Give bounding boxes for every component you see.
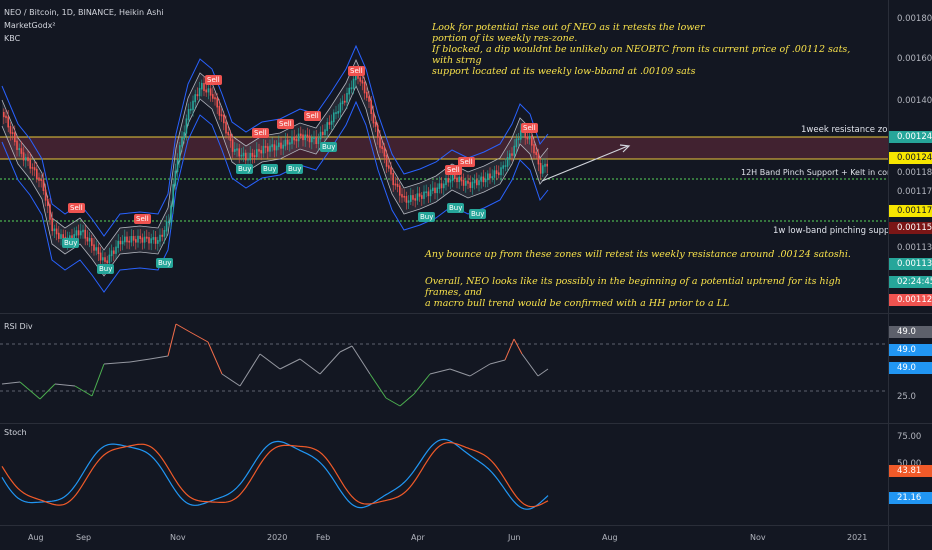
annotation-top[interactable]: Look for potential rise out of NEO as it…: [432, 22, 851, 77]
rsi-canvas[interactable]: [0, 314, 888, 423]
resistance-label: 1week resistance zone: [801, 125, 899, 135]
time-tick: Aug: [602, 533, 618, 542]
price-tag: 02:24:45: [889, 276, 932, 288]
annotation-overall[interactable]: Overall, NEO looks like its possibly in …: [425, 276, 841, 309]
price-tag: 0.001172: [889, 205, 932, 217]
time-tick: Jun: [508, 533, 521, 542]
price-tag: 0.001178: [889, 186, 932, 198]
price-tag: 0.001186: [889, 167, 932, 179]
stoch-k-tag: 43.81: [889, 465, 932, 477]
resistance-zone: [0, 137, 888, 159]
axis-corner: [888, 526, 932, 550]
rsi-value-tag: 49.0: [889, 344, 932, 356]
stoch-pane[interactable]: Stoch: [0, 424, 888, 525]
stoch-title[interactable]: Stoch: [4, 428, 27, 437]
time-tick: Nov: [750, 533, 766, 542]
buy-signal: Buy: [156, 258, 174, 268]
sell-signal: Sell: [134, 214, 151, 224]
band-pinch-label: 12H Band Pinch Support + Kelt in conflue…: [741, 168, 922, 177]
stoch-d-tag: 21.16: [889, 492, 932, 504]
price-chart-canvas[interactable]: [0, 0, 888, 313]
price-tag: 0.001135: [889, 258, 932, 270]
stoch-tick: 75.00: [897, 432, 922, 442]
buy-signal: Buy: [286, 164, 304, 174]
buy-signal: Buy: [236, 164, 254, 174]
buy-signal: Buy: [469, 209, 487, 219]
sell-signal: Sell: [252, 128, 269, 138]
buy-signal: Buy: [62, 238, 80, 248]
trend-arrow: [541, 145, 629, 182]
rsi-axis[interactable]: 49.0 49.0 49.0 25.0: [888, 314, 932, 423]
time-tick: Feb: [316, 533, 331, 542]
buy-signal: Buy: [97, 264, 115, 274]
time-tick: Nov: [170, 533, 186, 542]
price-tag: 0.001137: [889, 242, 932, 254]
price-pane[interactable]: NEO / Bitcoin, 1D, BINANCE, Heikin Ashi …: [0, 0, 921, 313]
time-tick: Sep: [76, 533, 92, 542]
stoch-tick: 50.00: [897, 459, 922, 469]
time-axis-divider: [0, 525, 932, 526]
sell-signal: Sell: [445, 165, 462, 175]
buy-signal: Buy: [320, 142, 338, 152]
price-tag: 0.001249: [889, 131, 932, 143]
heikin-ashi-candles: [3, 65, 548, 270]
annotation-bounce[interactable]: Any bounce up from these zones will rete…: [425, 249, 851, 260]
buy-signal: Buy: [447, 203, 465, 213]
price-tag: 0.001245: [889, 152, 932, 164]
time-tick: Aug: [28, 533, 44, 542]
time-axis[interactable]: Aug Sep Nov 2020 Feb Apr Jun Aug Nov 202…: [0, 526, 888, 550]
sell-signal: Sell: [348, 66, 365, 76]
sell-signal: Sell: [304, 111, 321, 121]
sell-signal: Sell: [68, 203, 85, 213]
rsi-title[interactable]: RSI Div: [4, 322, 33, 331]
pane-divider[interactable]: [0, 313, 932, 314]
sell-signal: Sell: [521, 123, 538, 133]
time-tick: 2020: [267, 533, 288, 542]
rsi-value-tag: 49.0: [889, 326, 932, 338]
sell-signal: Sell: [277, 119, 294, 129]
rsi-tick: 25.0: [897, 392, 916, 402]
price-tag: 0.001127: [889, 294, 932, 306]
price-tag: 0.001154: [889, 222, 932, 234]
stoch-axis[interactable]: 75.00 50.00 43.81 21.16: [888, 424, 932, 525]
stoch-lines: [1, 438, 549, 510]
rsi-line: [1, 323, 549, 407]
time-tick: Apr: [411, 533, 425, 542]
indicator-label-marketgodx[interactable]: MarketGodx²: [4, 21, 56, 30]
indicator-label-kbc[interactable]: KBC: [4, 34, 21, 43]
rsi-value-tag: 49.0: [889, 362, 932, 374]
rsi-pane[interactable]: RSI Div: [0, 314, 888, 423]
buy-signal: Buy: [261, 164, 279, 174]
buy-signal: Buy: [418, 212, 436, 222]
stoch-canvas[interactable]: [0, 424, 888, 525]
trend-arrow-head: [619, 144, 631, 153]
low-band-label: 1w low-band pinching support: [773, 226, 902, 236]
sell-signal: Sell: [458, 157, 475, 167]
sell-signal: Sell: [205, 75, 222, 85]
bollinger-bands: [1, 44, 549, 293]
pane-divider[interactable]: [0, 423, 932, 424]
time-tick: 2021: [847, 533, 868, 542]
symbol-title[interactable]: NEO / Bitcoin, 1D, BINANCE, Heikin Ashi: [4, 8, 164, 17]
